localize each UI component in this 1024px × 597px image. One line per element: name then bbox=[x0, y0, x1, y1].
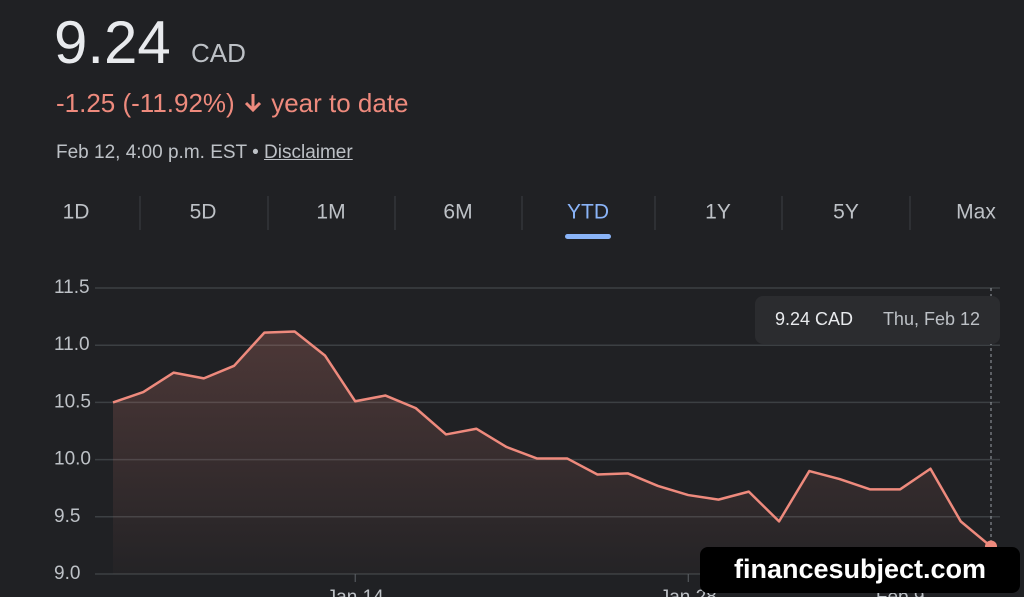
area bbox=[113, 331, 991, 574]
tab[interactable]: 5Y bbox=[833, 201, 859, 224]
tooltip-box bbox=[755, 296, 1000, 344]
y-tick-label: 9.5 bbox=[54, 506, 80, 527]
separator: • bbox=[252, 142, 259, 163]
tab[interactable]: 1D bbox=[63, 201, 90, 224]
timestamp-row: Feb 12, 4:00 p.m. EST • Disclaimer bbox=[56, 142, 353, 164]
period: year to date bbox=[271, 88, 409, 118]
tab[interactable]: 1Y bbox=[705, 201, 731, 224]
tooltip-date: Thu, Feb 12 bbox=[883, 309, 980, 329]
watermark-box bbox=[700, 547, 1020, 593]
tab[interactable]: 1M bbox=[316, 201, 345, 224]
tab[interactable]: 5D bbox=[190, 201, 217, 224]
currency: CAD bbox=[191, 38, 246, 68]
y-tick-label: 10.5 bbox=[54, 391, 91, 412]
disclaimer-link[interactable]: Disclaimer bbox=[264, 142, 353, 163]
change: -1.25 (-11.92%) bbox=[56, 88, 235, 118]
x-tick-label: Jan 28 bbox=[660, 587, 717, 597]
y-tick-label: 10.0 bbox=[54, 449, 91, 470]
watermark: financesubject.com bbox=[734, 554, 986, 584]
timestamp: Feb 12, 4:00 p.m. EST bbox=[56, 142, 247, 163]
price: 9.24 bbox=[54, 9, 171, 76]
tab-indicator bbox=[565, 234, 611, 239]
tab[interactable]: YTD bbox=[567, 201, 609, 224]
x-tick-label: Jan 14 bbox=[327, 587, 384, 597]
change-row: -1.25 (-11.92%) year to date bbox=[56, 88, 409, 119]
tab[interactable]: 6M bbox=[443, 201, 472, 224]
down-arrow-icon bbox=[244, 94, 262, 113]
y-tick-label: 9.0 bbox=[54, 563, 80, 584]
line bbox=[112, 330, 992, 548]
y-tick-label: 11.0 bbox=[54, 334, 90, 355]
tab[interactable]: Max bbox=[956, 201, 996, 224]
y-tick-label: 11.5 bbox=[54, 277, 90, 298]
tooltip-price: 9.24 CAD bbox=[775, 309, 853, 329]
